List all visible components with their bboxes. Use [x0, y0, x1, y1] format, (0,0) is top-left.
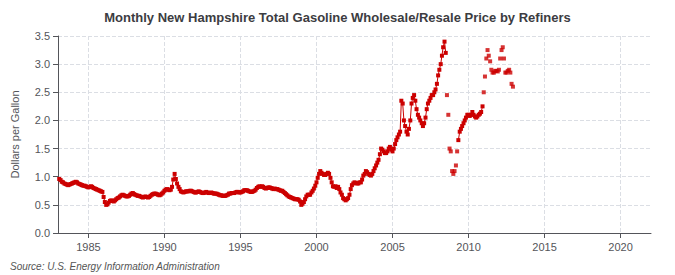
svg-text:Source: U.S. Energy Informatio: Source: U.S. Energy Information Administ…	[10, 261, 220, 272]
svg-text:0.0: 0.0	[35, 227, 50, 239]
svg-text:1.5: 1.5	[35, 143, 50, 155]
svg-text:2.5: 2.5	[35, 86, 50, 98]
svg-text:1985: 1985	[76, 241, 100, 253]
svg-text:2005: 2005	[380, 241, 404, 253]
svg-text:Monthly New Hampshire Total Ga: Monthly New Hampshire Total Gasoline Who…	[104, 10, 570, 25]
svg-text:1995: 1995	[228, 241, 252, 253]
svg-text:2015: 2015	[532, 241, 556, 253]
svg-text:2000: 2000	[304, 241, 328, 253]
svg-text:3.5: 3.5	[35, 30, 50, 42]
svg-text:Dollars per Gallon: Dollars per Gallon	[9, 90, 21, 178]
svg-text:3.0: 3.0	[35, 58, 50, 70]
svg-text:0.5: 0.5	[35, 199, 50, 211]
svg-text:2010: 2010	[456, 241, 480, 253]
svg-text:1.0: 1.0	[35, 171, 50, 183]
svg-text:1990: 1990	[152, 241, 176, 253]
svg-text:2020: 2020	[608, 241, 632, 253]
svg-text:2.0: 2.0	[35, 114, 50, 126]
